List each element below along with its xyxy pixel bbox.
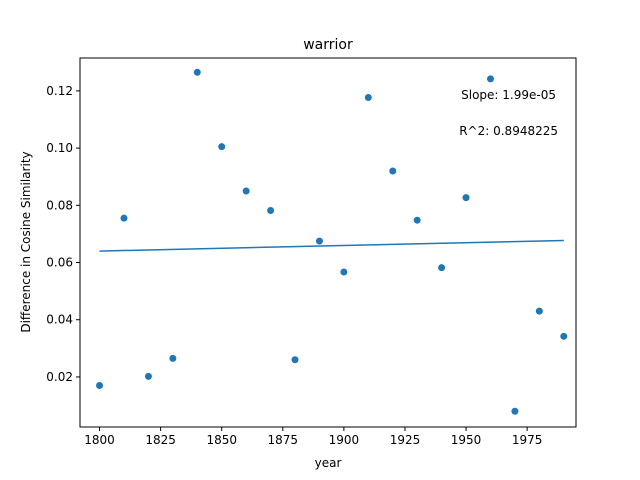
data-point <box>96 382 104 390</box>
x-tick-label: 1850 <box>206 433 237 447</box>
data-point <box>413 216 421 224</box>
y-tick-label: 0.04 <box>46 313 73 327</box>
data-point <box>560 332 568 340</box>
y-tick-label: 0.12 <box>46 84 73 98</box>
data-point <box>315 237 323 245</box>
x-tick-label: 1975 <box>512 433 543 447</box>
data-point <box>218 143 226 151</box>
x-tick-label: 1925 <box>390 433 421 447</box>
data-point <box>511 407 519 415</box>
y-tick-label: 0.06 <box>46 256 73 270</box>
x-axis-label: year <box>315 456 342 470</box>
scatter-points <box>96 68 568 415</box>
x-tick-label: 1950 <box>451 433 482 447</box>
data-point <box>535 307 543 315</box>
r2-annotation: R^2: 0.8948225 <box>459 124 558 138</box>
data-point <box>291 356 299 364</box>
y-axis-label: Difference in Cosine Similarity <box>19 151 33 332</box>
plot-frame <box>79 57 577 428</box>
x-tick-label: 1900 <box>329 433 360 447</box>
slope-annotation: Slope: 1.99e-05 <box>461 88 556 102</box>
data-point <box>364 93 372 101</box>
y-tick-label: 0.10 <box>46 141 73 155</box>
data-point <box>340 268 348 276</box>
data-point <box>144 372 152 380</box>
x-tick-label: 1825 <box>145 433 176 447</box>
x-tick-label: 1800 <box>84 433 115 447</box>
data-point <box>486 75 494 83</box>
data-point <box>120 214 128 222</box>
chart-title: warrior <box>303 37 353 53</box>
data-point <box>462 194 470 202</box>
x-tick-label: 1875 <box>268 433 299 447</box>
regression-line <box>99 239 564 252</box>
y-axis: 0.02 0.04 0.06 0.08 0.10 0.12 <box>46 84 80 384</box>
y-tick-label: 0.08 <box>46 198 73 212</box>
data-point <box>267 206 275 214</box>
x-axis: 1800 1825 1850 1875 1900 1925 1950 1975 <box>84 427 542 447</box>
data-point <box>438 264 446 272</box>
y-tick-label: 0.02 <box>46 370 73 384</box>
data-point <box>169 354 177 362</box>
data-point <box>242 187 250 195</box>
fit-line-group <box>99 239 564 252</box>
data-point <box>193 68 201 76</box>
data-point <box>389 167 397 175</box>
plot-area <box>79 57 577 428</box>
